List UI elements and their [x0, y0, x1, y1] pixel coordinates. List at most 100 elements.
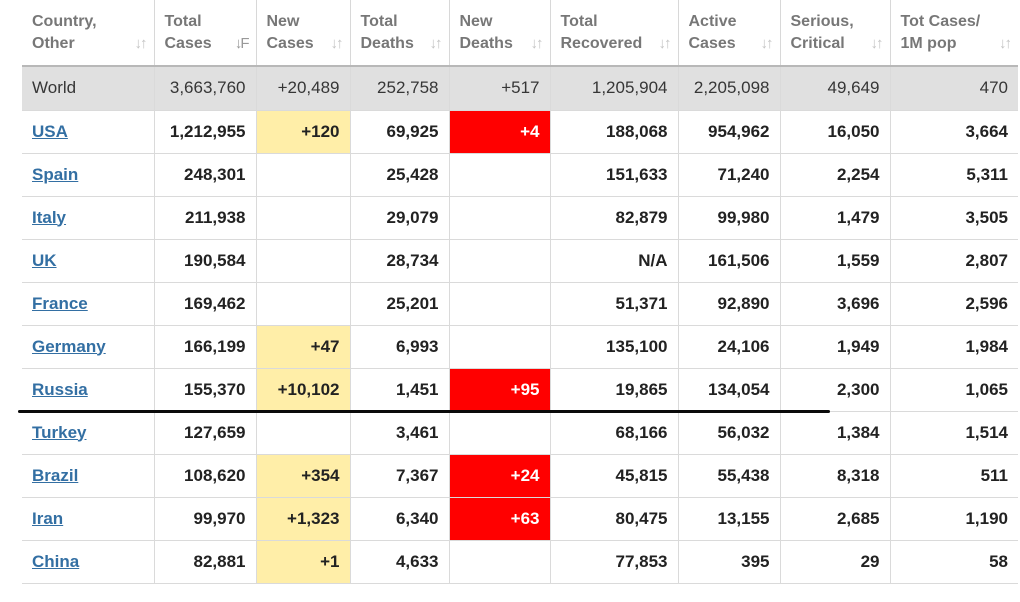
country-cell: Germany: [22, 325, 155, 369]
country-link[interactable]: Italy: [32, 207, 67, 227]
header-total-cases[interactable]: Total Cases ↓F: [154, 0, 257, 67]
serious-critical-cell: 16,050: [780, 110, 891, 154]
sort-arrows-icon[interactable]: ↓↑: [530, 35, 544, 52]
header-country[interactable]: Country, Other ↓↑: [22, 0, 155, 67]
tot-cases-1m-pop-cell: 2,807: [890, 239, 1018, 283]
country-link[interactable]: China: [32, 551, 80, 571]
country-link[interactable]: Iran: [32, 508, 64, 528]
new-deaths-cell: [449, 540, 551, 584]
world-new-deaths: +517: [449, 66, 551, 111]
new-cases-cell: +120: [256, 110, 351, 154]
header-row: Country, Other ↓↑ Total Cases ↓F New Cases ↓↑ …: [22, 0, 1018, 67]
country-link[interactable]: USA: [32, 121, 68, 141]
country-cell: Iran: [22, 497, 155, 541]
header-total-recovered[interactable]: Total Recovered ↓↑: [550, 0, 679, 67]
total-deaths-cell: 4,633: [350, 540, 450, 584]
table-row: UK 190,584 28,734 N/A 161,506 1,559 2,807: [22, 239, 1018, 283]
serious-critical-cell: 2,685: [780, 497, 891, 541]
header-tot-cases-1m-pop[interactable]: Tot Cases/1M pop ↓↑: [890, 0, 1018, 67]
country-link[interactable]: Turkey: [32, 422, 87, 442]
world-total-recovered: 1,205,904: [550, 66, 679, 111]
new-cases-cell: [256, 153, 351, 197]
country-link[interactable]: France: [32, 293, 88, 313]
world-tot-cases-1m-pop: 470: [890, 66, 1018, 111]
total-deaths-cell: 6,993: [350, 325, 450, 369]
total-recovered-cell: 19,865: [550, 368, 679, 412]
sort-arrows-icon[interactable]: ↓↑: [134, 35, 148, 52]
total-recovered-cell: 77,853: [550, 540, 679, 584]
header-new-deaths[interactable]: New Deaths ↓↑: [449, 0, 551, 67]
new-deaths-cell: [449, 282, 551, 326]
header-active-cases[interactable]: Active Cases ↓↑: [678, 0, 781, 67]
new-cases-cell: [256, 239, 351, 283]
serious-critical-cell: 29: [780, 540, 891, 584]
country-cell: Russia: [22, 368, 155, 412]
table-row: Turkey 127,659 3,461 68,166 56,032 1,384 1,514: [22, 411, 1018, 455]
active-cases-cell: 161,506: [678, 239, 781, 283]
total-cases-cell: 82,881: [154, 540, 257, 584]
serious-critical-cell: 1,384: [780, 411, 891, 455]
country-link[interactable]: Germany: [32, 336, 106, 356]
sort-arrows-icon[interactable]: ↓↑: [870, 35, 884, 52]
table-row: Italy 211,938 29,079 82,879 99,980 1,479 3,505: [22, 196, 1018, 240]
total-recovered-cell: 51,371: [550, 282, 679, 326]
country-cell: China: [22, 540, 155, 584]
country-link[interactable]: Brazil: [32, 465, 79, 485]
active-cases-cell: 134,054: [678, 368, 781, 412]
total-cases-cell: 166,199: [154, 325, 257, 369]
new-deaths-cell: [449, 411, 551, 455]
serious-critical-cell: 2,300: [780, 368, 891, 412]
country-link[interactable]: Spain: [32, 164, 79, 184]
country-cell: Italy: [22, 196, 155, 240]
table-row: China 82,881 +1 4,633 77,853 395 29 58: [22, 540, 1018, 584]
country-cell: Spain: [22, 153, 155, 197]
sort-arrows-icon[interactable]: ↓↑: [429, 35, 443, 52]
serious-critical-cell: 2,254: [780, 153, 891, 197]
total-cases-cell: 1,212,955: [154, 110, 257, 154]
total-recovered-cell: 68,166: [550, 411, 679, 455]
header-new-cases[interactable]: New Cases ↓↑: [256, 0, 351, 67]
total-deaths-cell: 29,079: [350, 196, 450, 240]
table-row: Spain 248,301 25,428 151,633 71,240 2,254 5,31…: [22, 153, 1018, 197]
country-cell: UK: [22, 239, 155, 283]
table-row: Germany 166,199 +47 6,993 135,100 24,106 1,949…: [22, 325, 1018, 369]
covid-stats-table-container: Country, Other ↓↑ Total Cases ↓F New Cases ↓↑ …: [22, 0, 1018, 584]
table-row: USA 1,212,955 +120 69,925 +4 188,068 954,962 16…: [22, 110, 1018, 154]
sort-arrows-icon[interactable]: ↓↑: [999, 35, 1012, 52]
country-link[interactable]: Russia: [32, 379, 88, 399]
sort-arrows-icon[interactable]: ↓↑: [658, 35, 672, 52]
active-cases-cell: 395: [678, 540, 781, 584]
active-cases-cell: 13,155: [678, 497, 781, 541]
total-cases-cell: 99,970: [154, 497, 257, 541]
country-link[interactable]: UK: [32, 250, 57, 270]
serious-critical-cell: 1,479: [780, 196, 891, 240]
total-cases-cell: 248,301: [154, 153, 257, 197]
total-recovered-cell: 135,100: [550, 325, 679, 369]
table-row: Brazil 108,620 +354 7,367 +24 45,815 55,438 8,3…: [22, 454, 1018, 498]
tot-cases-1m-pop-cell: 3,505: [890, 196, 1018, 240]
total-deaths-cell: 25,428: [350, 153, 450, 197]
total-cases-cell: 211,938: [154, 196, 257, 240]
header-serious-critical[interactable]: Serious, Critical ↓↑: [780, 0, 891, 67]
new-deaths-cell: +4: [449, 110, 551, 154]
total-recovered-cell: 82,879: [550, 196, 679, 240]
total-deaths-cell: 69,925: [350, 110, 450, 154]
header-total-deaths[interactable]: Total Deaths ↓↑: [350, 0, 450, 67]
tot-cases-1m-pop-cell: 1,984: [890, 325, 1018, 369]
sort-arrows-icon[interactable]: ↓F: [234, 35, 250, 52]
serious-critical-cell: 1,559: [780, 239, 891, 283]
new-cases-cell: [256, 282, 351, 326]
new-cases-cell: +1: [256, 540, 351, 584]
new-deaths-cell: +63: [449, 497, 551, 541]
new-cases-cell: [256, 411, 351, 455]
total-cases-cell: 169,462: [154, 282, 257, 326]
sort-arrows-icon[interactable]: ↓↑: [330, 35, 344, 52]
sort-arrows-icon[interactable]: ↓↑: [760, 35, 774, 52]
world-total-cases: 3,663,760: [154, 66, 257, 111]
active-cases-cell: 55,438: [678, 454, 781, 498]
total-recovered-cell: 188,068: [550, 110, 679, 154]
new-deaths-cell: [449, 239, 551, 283]
total-deaths-cell: 28,734: [350, 239, 450, 283]
total-cases-cell: 155,370: [154, 368, 257, 412]
tot-cases-1m-pop-cell: 3,664: [890, 110, 1018, 154]
